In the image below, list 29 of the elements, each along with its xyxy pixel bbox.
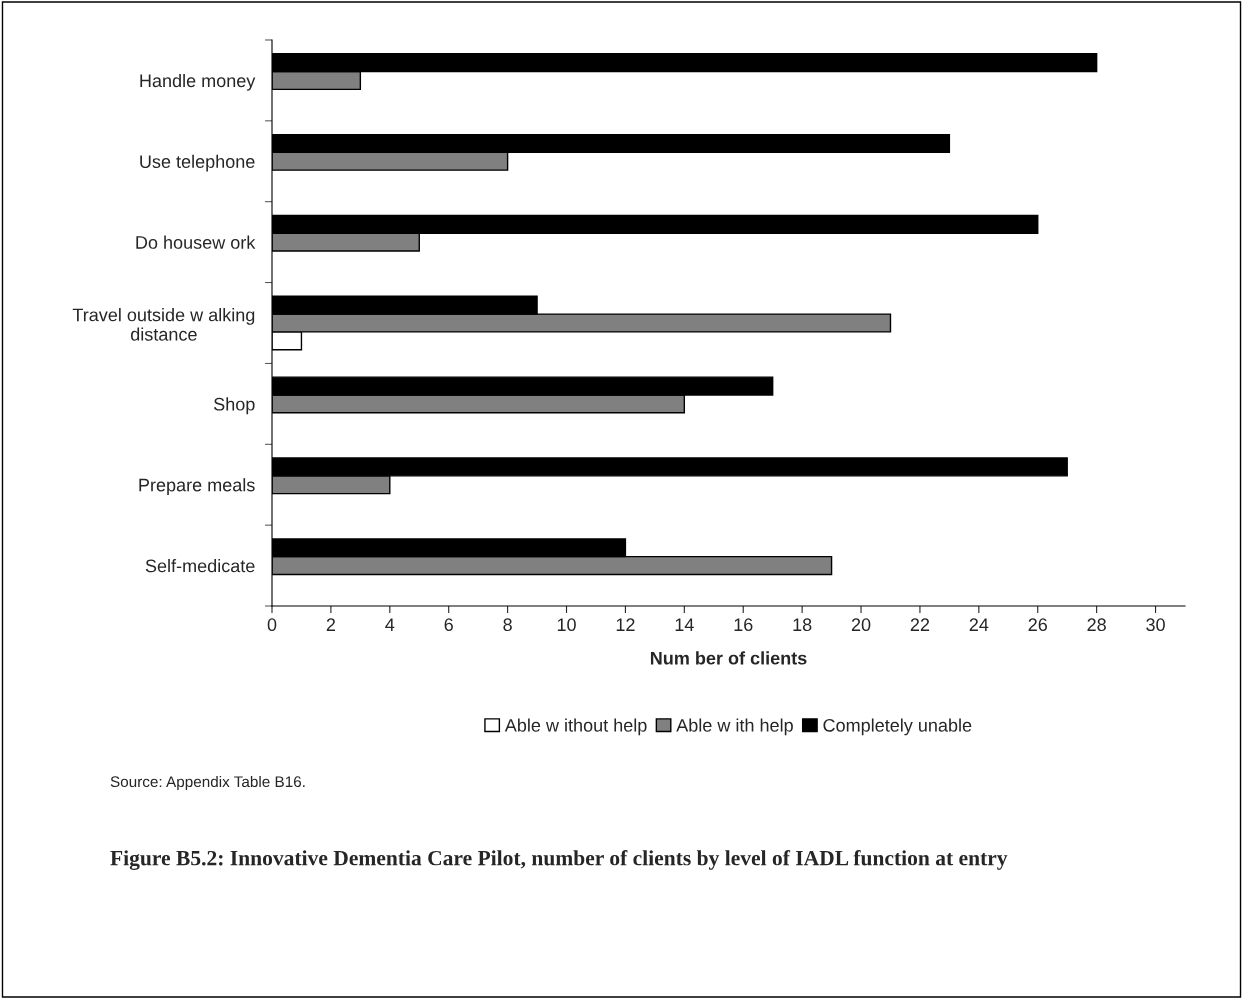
- y-tick-label: Shop: [213, 397, 255, 415]
- x-tick-label: 14: [675, 618, 694, 631]
- text: Figure B5.2: Innovative Dementia Care Pilot, number of clients by level of IADL function at entry: [110, 850, 1008, 870]
- x-tick-label: 28: [1087, 618, 1106, 632]
- legend-label: Able w ith help: [676, 718, 793, 736]
- x-tick-label: 8: [503, 618, 512, 632]
- x-tick-label: 20: [851, 618, 871, 632]
- x-axis-title: Num ber of clients: [650, 651, 807, 665]
- y-tick-label: Prepare meals: [139, 478, 255, 495]
- y-tick-label: Handle money: [140, 73, 256, 91]
- source-note: Source: Appendix Table B16.: [110, 775, 305, 791]
- x-tick-label: 4: [385, 618, 395, 631]
- x-tick-label: 18: [793, 618, 812, 632]
- x-tick-label: 24: [969, 618, 989, 631]
- x-tick-label: 0: [267, 618, 277, 632]
- x-tick-label: 6: [444, 618, 453, 632]
- legend-label: Able w ithout help: [504, 718, 647, 736]
- x-tick-label: 10: [557, 618, 576, 632]
- x-tick-label: 30: [1146, 618, 1165, 632]
- y-tick-label: Self-medicate: [145, 559, 255, 573]
- y-tick-label: Travel outside w alking distance: [72, 308, 255, 341]
- x-tick-label: 22: [910, 618, 930, 631]
- x-tick-label: 2: [326, 618, 336, 631]
- y-tick-label: Use telephone: [140, 154, 255, 172]
- x-tick-label: 16: [734, 618, 753, 632]
- x-tick-label: 12: [616, 618, 635, 631]
- y-tick-label: Do housew ork: [136, 235, 256, 249]
- legend-label: Completely unable: [823, 718, 972, 736]
- x-tick-label: 26: [1028, 618, 1047, 632]
